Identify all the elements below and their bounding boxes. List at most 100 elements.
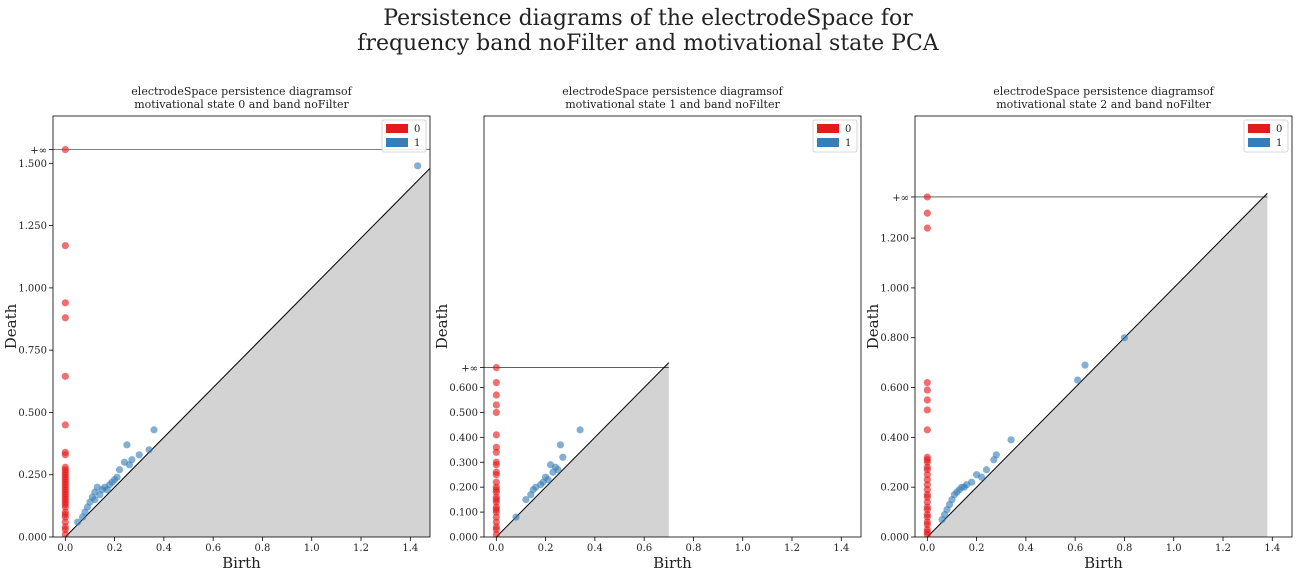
point-dim0 (61, 518, 69, 526)
point-dim0 (61, 241, 69, 250)
y-axis-label: Death (433, 303, 451, 349)
panel-title-line-2: motivational state 2 and band noFilter (996, 98, 1211, 111)
point-dim0 (923, 426, 931, 434)
point-dim0 (492, 471, 500, 479)
x-tick-label: 0.2 (969, 543, 985, 554)
y-tick-label: 0.500 (18, 408, 47, 419)
point-dim0 (923, 493, 931, 501)
figure-title-line-2: frequency band noFilter and motivational… (357, 31, 939, 56)
y-tick-label: 0.000 (18, 533, 47, 544)
point-dim1 (78, 513, 87, 521)
point-dim0 (923, 513, 931, 521)
x-tick-label: 0.4 (1018, 543, 1034, 554)
point-dim0 (923, 386, 931, 394)
x-tick-label: 0.8 (254, 543, 270, 554)
point-dim1 (559, 453, 567, 461)
panel-title-line-1: electrodeSpace persistence diagramsof (993, 85, 1214, 98)
point-dim0 (492, 518, 500, 526)
x-tick-label: 0.0 (57, 543, 73, 554)
point-dim1 (958, 483, 966, 491)
panel-2: 0.0 0.2 0.4 0.6 0.8 1.0 1.2 1.4 0.000 0.200 0.400 0… (864, 85, 1293, 572)
point-dim0 (492, 513, 500, 521)
point-dim0 (61, 372, 69, 380)
y-tick-label: 0.300 (449, 458, 478, 469)
legend-label-1: 1 (414, 138, 420, 149)
point-dim1 (556, 441, 564, 449)
x-tick-label: 1.4 (1264, 543, 1280, 554)
point-dim0 (923, 520, 931, 529)
x-tick-label: 0.6 (636, 543, 652, 554)
inf-tick-label: +∞ (30, 146, 47, 157)
y-tick-label: 0.250 (18, 470, 47, 481)
panel-title-line-1: electrodeSpace persistence diagramsof (562, 85, 783, 98)
x-tick-label: 1.4 (402, 543, 418, 554)
figure-title-line-1: Persistence diagrams of the electrodeSpa… (383, 6, 913, 31)
panel-title-line-2: motivational state 1 and band noFilter (565, 98, 780, 111)
point-dim0 (61, 146, 69, 154)
point-dim0 (923, 224, 931, 232)
x-tick-label: 0.4 (156, 543, 172, 554)
point-dim0 (923, 396, 931, 404)
panel-0: 0.0 0.2 0.4 0.6 0.8 1.0 1.2 1.4 0.000 0.250 0.500 0… (2, 85, 431, 572)
point-dim1 (977, 473, 986, 481)
point-dim0 (923, 193, 931, 201)
point-dim1 (125, 461, 133, 469)
y-tick-label: 1.250 (18, 221, 47, 232)
point-dim1 (1007, 436, 1015, 444)
point-dim0 (923, 530, 931, 537)
y-tick-label: 0.100 (449, 508, 478, 519)
point-dim1 (539, 478, 547, 486)
axes-frame (483, 115, 862, 538)
point-dim0 (923, 378, 931, 387)
point-dim0 (492, 478, 500, 486)
point-dim1 (108, 478, 116, 486)
x-axis-label: Birth (1084, 554, 1123, 572)
point-dim1 (554, 466, 562, 474)
panel-title-line-2: motivational state 0 and band noFilter (134, 98, 349, 111)
axes-frame (914, 115, 1293, 538)
point-dim0 (61, 314, 69, 322)
figure-title: Persistence diagrams of the electrodeSpa… (0, 6, 1296, 56)
y-tick-label: 0.000 (880, 533, 909, 544)
point-dim0 (61, 525, 69, 534)
point-dim0 (492, 408, 500, 417)
point-dim1 (74, 518, 82, 526)
x-tick-label: 1.2 (784, 543, 800, 554)
x-tick-label: 0.2 (538, 543, 554, 554)
x-tick-label: 1.0 (735, 543, 751, 554)
x-tick-label: 1.2 (353, 543, 369, 554)
legend-swatch-0 (386, 124, 408, 133)
x-tick-label: 0.6 (1067, 543, 1083, 554)
point-dim0 (492, 525, 500, 534)
x-tick-label: 1.2 (1215, 543, 1231, 554)
inf-tick-label: +∞ (461, 364, 478, 375)
x-tick-label: 0.4 (587, 543, 603, 554)
y-axis-label: Death (2, 303, 20, 349)
x-axis-label: Birth (222, 554, 261, 572)
y-tick-label: 0.200 (880, 483, 909, 494)
x-tick-label: 1.0 (1166, 543, 1182, 554)
x-tick-label: 0.6 (205, 543, 221, 554)
point-dim1 (522, 496, 530, 504)
point-dim0 (923, 505, 931, 514)
y-tick-label: 0.600 (880, 383, 909, 394)
axes-frame (52, 115, 431, 538)
legend-label-0: 0 (414, 124, 420, 135)
panel-title-line-1: electrodeSpace persistence diagramsof (131, 85, 352, 98)
x-tick-label: 1.0 (304, 543, 320, 554)
point-dim1 (990, 456, 998, 464)
point-dim1 (1120, 334, 1129, 342)
y-tick-label: 0.600 (449, 383, 478, 394)
point-dim0 (492, 443, 500, 451)
point-dim0 (923, 471, 931, 479)
y-axis-label: Death (864, 303, 882, 349)
point-dim0 (492, 461, 500, 469)
y-tick-label: 0.500 (449, 408, 478, 419)
panel-1: 0.0 0.2 0.4 0.6 0.8 1.0 1.2 1.4 0.000 0.100 0.200 0… (433, 85, 862, 572)
point-dim0 (492, 498, 500, 506)
point-dim1 (115, 466, 124, 474)
point-dim1 (527, 491, 535, 499)
y-tick-label: 0.800 (880, 333, 909, 344)
y-tick-label: 1.200 (880, 234, 909, 245)
